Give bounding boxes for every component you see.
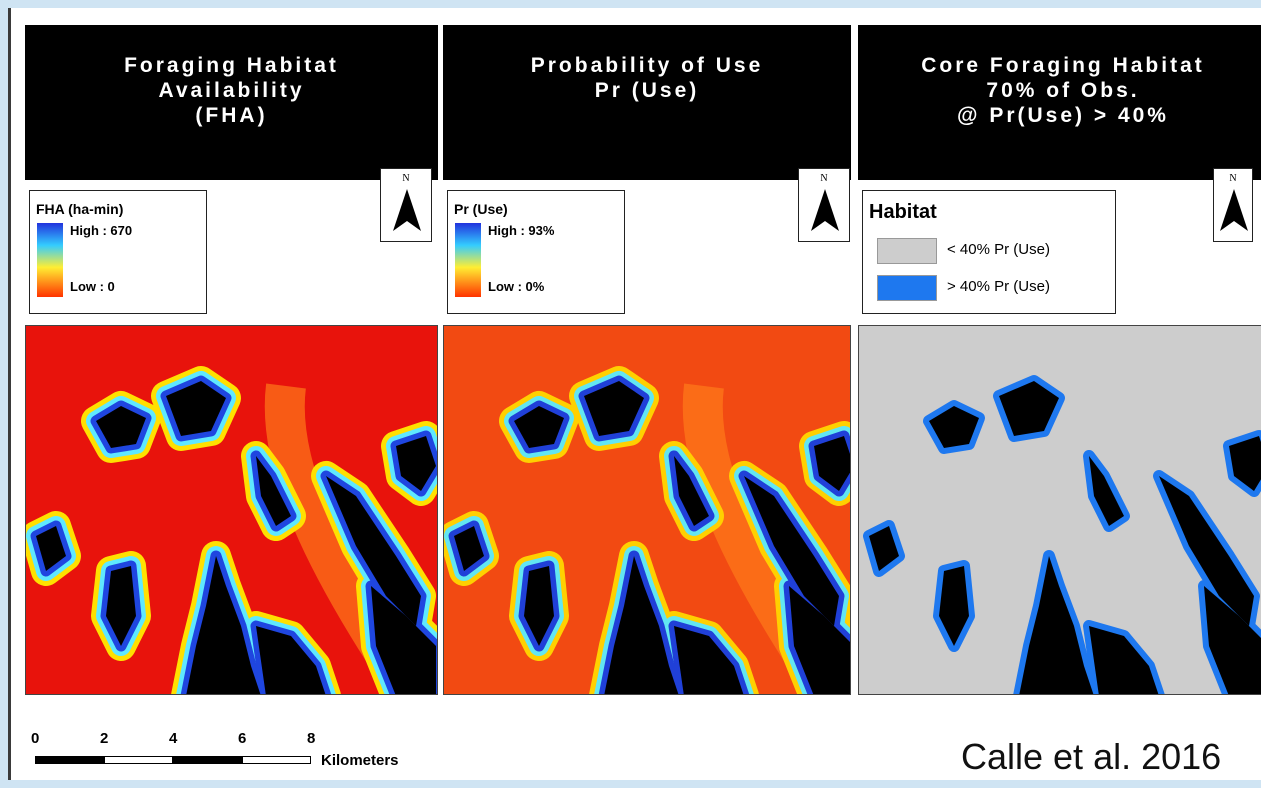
color-ramp — [455, 223, 481, 297]
legend: Habitat < 40% Pr (Use) > 40% Pr (Use) — [862, 190, 1116, 314]
scale-unit: Kilometers — [321, 752, 399, 769]
legend-swatch — [877, 275, 937, 301]
arrow — [1220, 189, 1248, 231]
title-line: Pr (Use) — [443, 78, 851, 103]
title-line: Availability — [25, 78, 438, 103]
legend-high: High : 93% — [488, 223, 554, 238]
legend-swatch — [877, 238, 937, 264]
citation: Calle et al. 2016 — [961, 736, 1221, 778]
scale-label: 2 — [100, 730, 108, 747]
arrow-icon — [805, 187, 845, 237]
scale-label: 6 — [238, 730, 246, 747]
map — [858, 325, 1261, 695]
map — [443, 325, 851, 695]
legend-title: Pr (Use) — [454, 201, 508, 217]
legend-item: < 40% Pr (Use) — [947, 241, 1050, 258]
legend-high: High : 670 — [70, 223, 132, 238]
arrow — [393, 189, 421, 231]
scale-label: 0 — [31, 730, 39, 747]
scale-segment — [242, 756, 311, 764]
title-line: @ Pr(Use) > 40% — [858, 103, 1261, 128]
north-label: N — [381, 173, 431, 184]
legend-title: Habitat — [869, 201, 937, 224]
north-label: N — [799, 173, 849, 184]
scale-label: 4 — [169, 730, 177, 747]
scale-segment — [173, 756, 242, 764]
map — [25, 325, 438, 695]
north-arrow: N — [798, 168, 850, 242]
legend-low: Low : 0% — [488, 279, 544, 294]
title-line: Foraging Habitat — [25, 53, 438, 78]
scale-segment — [35, 756, 104, 764]
color-ramp — [37, 223, 63, 297]
scale-bar: 0 2 4 6 8 Kilometers — [31, 730, 471, 780]
arrow-icon — [387, 187, 427, 237]
legend: FHA (ha-min) High : 670 Low : 0 — [29, 190, 207, 314]
legend-item: > 40% Pr (Use) — [947, 278, 1050, 295]
north-label: N — [1214, 173, 1252, 184]
legend: Pr (Use) High : 93% Low : 0% — [447, 190, 625, 314]
title-line: Core Foraging Habitat — [858, 53, 1261, 78]
legend-low: Low : 0 — [70, 279, 115, 294]
north-arrow: N — [380, 168, 432, 242]
north-arrow: N — [1213, 168, 1253, 242]
arrow-icon — [1214, 187, 1254, 237]
arrow — [811, 189, 839, 231]
title-line: (FHA) — [25, 103, 438, 128]
title-line: Probability of Use — [443, 53, 851, 78]
scale-segment — [104, 756, 173, 764]
title-line: 70% of Obs. — [858, 78, 1261, 103]
scale-label: 8 — [307, 730, 315, 747]
legend-title: FHA (ha-min) — [36, 201, 123, 217]
